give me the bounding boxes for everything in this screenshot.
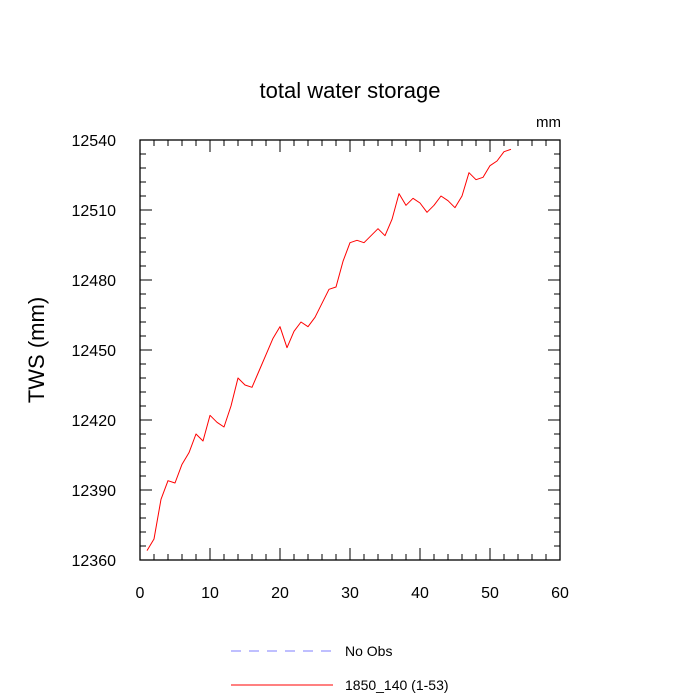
unit-label: mm	[536, 114, 561, 131]
plot-frame	[139, 139, 561, 561]
chart-title: total water storage	[260, 78, 441, 103]
x-tick-label: 40	[411, 585, 429, 602]
y-tick-label: 12360	[72, 553, 117, 570]
x-tick-labels: 0 10 20 30 40 50 60	[136, 585, 569, 602]
y-tick-label: 12420	[72, 413, 117, 430]
x-tick-label: 10	[201, 585, 219, 602]
y-tick-label: 12450	[72, 343, 117, 360]
legend-label-no-obs: No Obs	[345, 643, 392, 659]
legend: No Obs 1850_140 (1-53)	[231, 643, 449, 693]
series-line-1	[146, 148, 512, 551]
x-tick-label: 0	[136, 585, 145, 602]
y-tick-label: 12540	[72, 133, 117, 150]
legend-label-1850-140: 1850_140 (1-53)	[345, 677, 449, 693]
x-tick-label: 30	[341, 585, 359, 602]
y-tick-label: 12390	[72, 483, 117, 500]
x-tick-label: 20	[271, 585, 289, 602]
y-tick-labels: 12360 12390 12420 12450 12480 12510 12540	[72, 133, 117, 570]
y-tick-label: 12510	[72, 203, 117, 220]
y-axis-label: TWS (mm)	[24, 297, 49, 403]
y-tick-label: 12480	[72, 273, 117, 290]
series-lines	[146, 148, 512, 551]
x-tick-label: 60	[551, 585, 569, 602]
x-tick-label: 50	[481, 585, 499, 602]
axis-ticks	[139, 139, 561, 561]
